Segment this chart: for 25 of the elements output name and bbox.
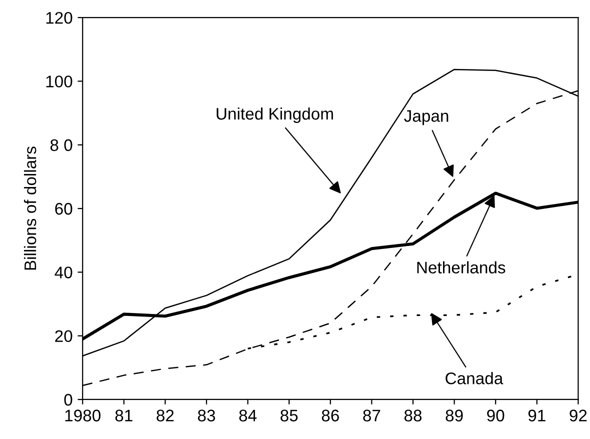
x-tick-label: 82 [156,410,174,422]
x-tick-label: 84 [239,410,257,422]
y-tick-label: 0 [64,394,72,406]
annotation: United Kingdom [216,107,333,124]
y-axis-title: Billions of dollars [24,146,36,270]
x-tick-label: 85 [280,410,298,422]
y-tick-label: 120 [46,12,72,24]
x-tick-label: 89 [446,410,463,422]
y-tick-label: 20 [55,330,72,342]
y-tick-label: 60 [55,202,72,215]
x-tick-label: 86 [322,410,339,422]
annotation: Japan [404,110,448,126]
x-tick-label: 1980 [65,410,100,422]
x-tick-label: 88 [404,410,422,422]
annotation: Canada [446,372,504,384]
x-tick-label: 92 [570,410,587,422]
x-tick-label: 87 [363,410,380,422]
y-tick-label: 100 [46,76,72,88]
annotation: Netherlands [417,261,506,274]
x-tick-label: 90 [487,410,504,422]
y-tick-label: 40 [54,266,72,278]
y-tick-label: 8 0 [50,139,72,152]
x-tick-label: 91 [528,410,546,422]
x-tick-label: 83 [198,410,216,422]
x-tick-label: 81 [115,410,132,422]
